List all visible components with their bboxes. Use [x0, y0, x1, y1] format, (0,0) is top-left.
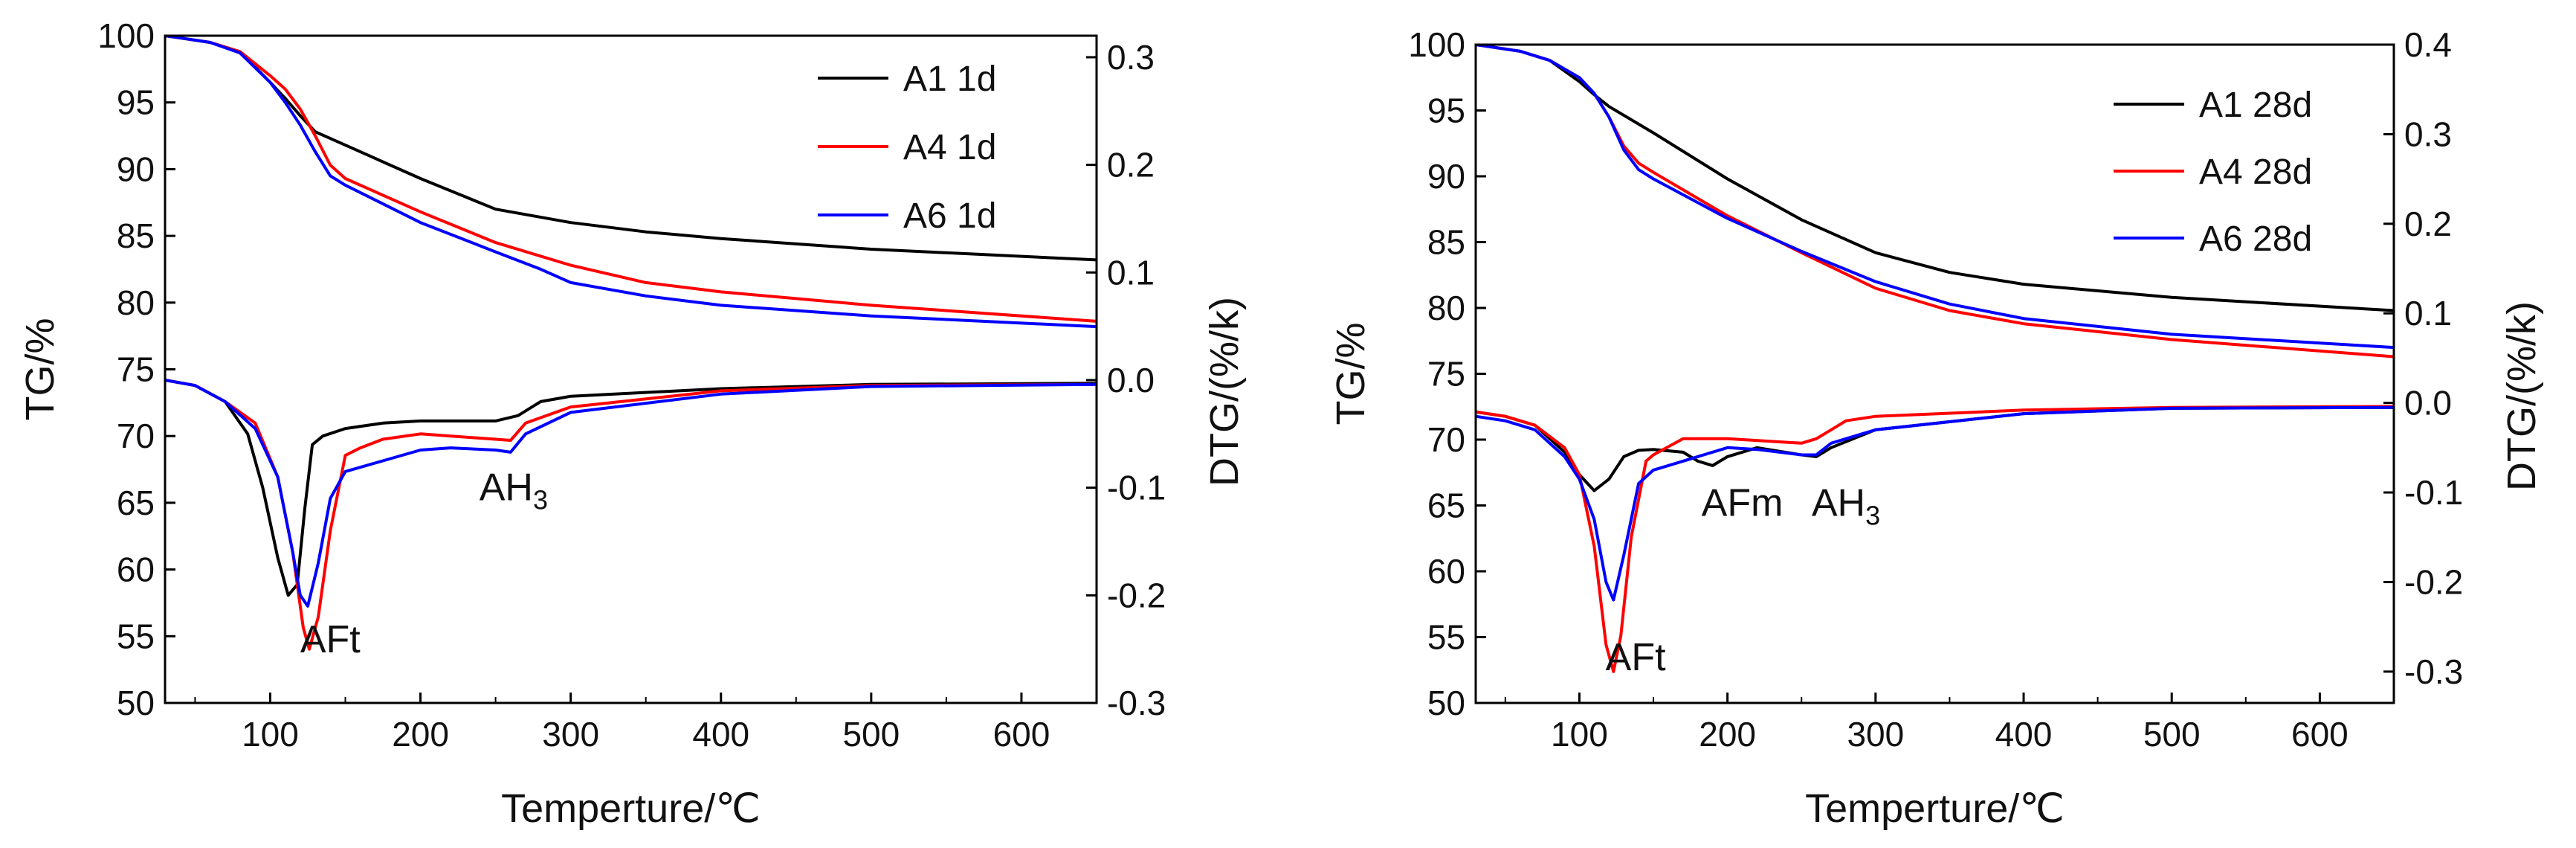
- right-y-tick-label: 80: [1427, 289, 1465, 327]
- right-x-tick-label: 300: [1847, 715, 1904, 754]
- right-y-tick-label: 60: [1427, 552, 1465, 591]
- right-legend-label: A1 28d: [2199, 86, 2312, 125]
- left-tg-line-a6-1d: [165, 36, 1097, 329]
- left-y2-tick-label: -0.2: [1107, 576, 1166, 614]
- left-y-tick-label: 95: [117, 83, 155, 122]
- right-x-tick-label: 600: [2291, 715, 2349, 754]
- right-legend-label: A4 28d: [2199, 152, 2312, 192]
- left-x-tick-label: 500: [842, 715, 900, 754]
- left-y2-tick-label: 0.2: [1107, 146, 1155, 184]
- left-dtg-line-a1-1d: [165, 379, 1097, 597]
- right-y2-tick-label: 0.2: [2404, 205, 2452, 243]
- left-chart-panel: 100 200 300 400 500 600 50 55 60 65 70 75 80 85 90 95 10…: [18, 16, 1247, 831]
- right-y2-tick-label: 0.4: [2404, 25, 2452, 64]
- right-annotation: AH3: [1812, 482, 1880, 531]
- right-y-tick-label: 85: [1427, 223, 1465, 262]
- right-chart: 100 200 300 400 500 600 50 55 60 65 70 75 80 85 90 95 10…: [1329, 25, 2544, 831]
- right-annotation: AFt: [1606, 636, 1666, 679]
- left-legend-label: A6 1d: [903, 196, 996, 236]
- left-annotation: AFt: [300, 618, 361, 661]
- left-annotation: AH3: [480, 466, 548, 515]
- left-y-tick-label: 50: [117, 684, 155, 722]
- left-y-tick-label: 100: [97, 16, 155, 55]
- left-dtg-line-a6-1d: [165, 379, 1097, 608]
- left-chart: 100 200 300 400 500 600 50 55 60 65 70 75 80 85 90 95 10…: [18, 16, 1247, 831]
- left-y-tick-label: 70: [117, 417, 155, 455]
- left-y-tick-label: 80: [117, 283, 155, 322]
- right-y2-tick-label: 0.0: [2404, 384, 2452, 423]
- left-y2-tick-label: -0.1: [1107, 469, 1166, 507]
- left-y2-tick-label: 0.1: [1107, 253, 1155, 292]
- right-annotation: AFm: [1702, 482, 1783, 525]
- left-y2-tick-label: 0.0: [1107, 361, 1155, 399]
- right-dtg-line-a1-28d: [1476, 405, 2394, 492]
- right-tg-line-a6-28d: [1476, 45, 2394, 350]
- left-legend-label: A4 1d: [903, 128, 996, 167]
- right-chart-panel: 100 200 300 400 500 600 50 55 60 65 70 75 80 85 90 95 10…: [1288, 0, 2576, 848]
- left-tg-line-a4-1d: [165, 36, 1097, 323]
- right-legend-label: A6 28d: [2199, 219, 2312, 259]
- right-dtg-line-a4-28d: [1476, 405, 2394, 673]
- right-x-tick-label: 100: [1551, 715, 1608, 754]
- right-y-tick-label: 55: [1427, 618, 1465, 657]
- right-x-tick-label: 200: [1699, 715, 1756, 754]
- right-y-tick-label: 90: [1427, 157, 1465, 196]
- right-x-tick-label: 400: [1995, 715, 2053, 754]
- right-plot-frame: [1474, 43, 2395, 704]
- right-y2-tick-label: -0.2: [2404, 562, 2463, 601]
- left-x-tick-label: 400: [692, 715, 749, 754]
- left-x-axis-title: Temperture/℃: [501, 786, 761, 831]
- left-y-tick-label: 55: [117, 617, 155, 655]
- right-x-axis-title: Temperture/℃: [1805, 786, 2065, 831]
- right-y-tick-label: 50: [1427, 684, 1465, 722]
- right-y-tick-label: 75: [1427, 355, 1465, 394]
- right-y2-axis-title: DTG/(%/k): [2499, 301, 2544, 491]
- right-y2-tick-label: 0.1: [2404, 294, 2452, 333]
- left-legend-label: A1 1d: [903, 60, 996, 99]
- right-x-tick-label: 500: [2143, 715, 2201, 754]
- left-y2-axis-title: DTG/(%/k): [1202, 297, 1247, 486]
- left-x-tick-label: 100: [242, 715, 299, 754]
- left-y-tick-label: 90: [117, 150, 155, 188]
- left-x-tick-label: 600: [993, 715, 1050, 754]
- right-series-group: [1476, 45, 2394, 673]
- right-y-axis-title: TG/%: [1329, 322, 1373, 425]
- right-y2-tick-label: -0.1: [2404, 473, 2463, 512]
- left-x-tick-label: 300: [542, 715, 599, 754]
- right-y2-tick-label: 0.3: [2404, 115, 2452, 153]
- right-annotation-subscript: 3: [1865, 501, 1880, 531]
- left-y-tick-label: 85: [117, 216, 155, 255]
- right-y-tick-label: 70: [1427, 420, 1465, 459]
- left-y-axis-title: TG/%: [18, 318, 62, 420]
- left-annotation-subscript: 3: [533, 484, 548, 515]
- left-y-tick-label: 65: [117, 484, 155, 522]
- right-y2-tick-label: -0.3: [2404, 652, 2463, 691]
- left-x-tick-label: 200: [392, 715, 449, 754]
- left-dtg-line-a4-1d: [165, 379, 1097, 651]
- left-y2-tick-label: -0.3: [1107, 684, 1166, 722]
- right-dtg-line-a6-28d: [1476, 405, 2394, 602]
- right-y-tick-label: 65: [1427, 486, 1465, 525]
- left-y-tick-label: 75: [117, 350, 155, 389]
- right-y-tick-label: 95: [1427, 91, 1465, 130]
- left-y-tick-label: 60: [117, 550, 155, 589]
- left-series-group: [165, 36, 1097, 651]
- right-y-tick-label: 100: [1408, 25, 1465, 64]
- left-y2-tick-label: 0.3: [1107, 38, 1155, 77]
